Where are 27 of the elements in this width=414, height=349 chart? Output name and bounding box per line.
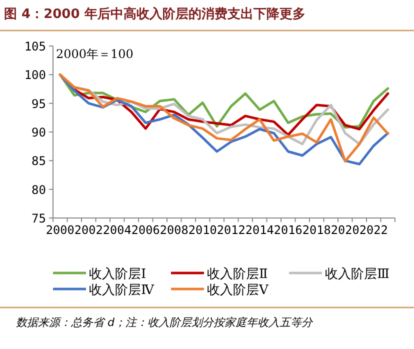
y-tick-label: 85 (32, 154, 46, 168)
y-tick-label: 95 (32, 96, 46, 111)
x-tick-label: 2018 (302, 223, 331, 237)
legend-label: 收入阶层Ⅰ (89, 267, 146, 282)
legend-label: 收入阶层Ⅱ (207, 267, 268, 282)
y-tick-label: 105 (24, 40, 46, 54)
x-tick-label: 2016 (274, 223, 302, 237)
x-tick-label: 2000 (46, 223, 74, 237)
y-tick-label: 90 (32, 126, 46, 140)
x-tick-label: 2004 (102, 223, 132, 237)
y-tick-label: 100 (24, 68, 46, 82)
source-note: 数据来源：总务省 d；注：收入阶层划分按家庭年收入五等分 (16, 316, 314, 329)
x-tick-label: 2010 (188, 223, 217, 237)
x-tick-label: 2020 (330, 223, 360, 237)
y-tick-label: 75 (32, 212, 46, 226)
legend-label: 收入阶层Ⅳ (89, 283, 155, 298)
annotation: 2000年＝100 (56, 47, 134, 61)
x-tick-label: 2014 (245, 223, 274, 237)
x-tick-label: 2006 (131, 223, 160, 237)
x-tick-label: 2008 (160, 223, 188, 237)
x-tick-label: 2012 (216, 223, 246, 237)
chart-title: 图 4：2000 年后中高收入阶层的消费支出下降更多 (4, 6, 306, 22)
legend-label: 收入阶层Ⅴ (207, 283, 269, 298)
x-tick-label: 2002 (74, 223, 103, 237)
x-tick-label: 2022 (359, 223, 388, 237)
y-tick-label: 80 (32, 182, 46, 197)
legend-label: 收入阶层Ⅲ (325, 267, 390, 282)
